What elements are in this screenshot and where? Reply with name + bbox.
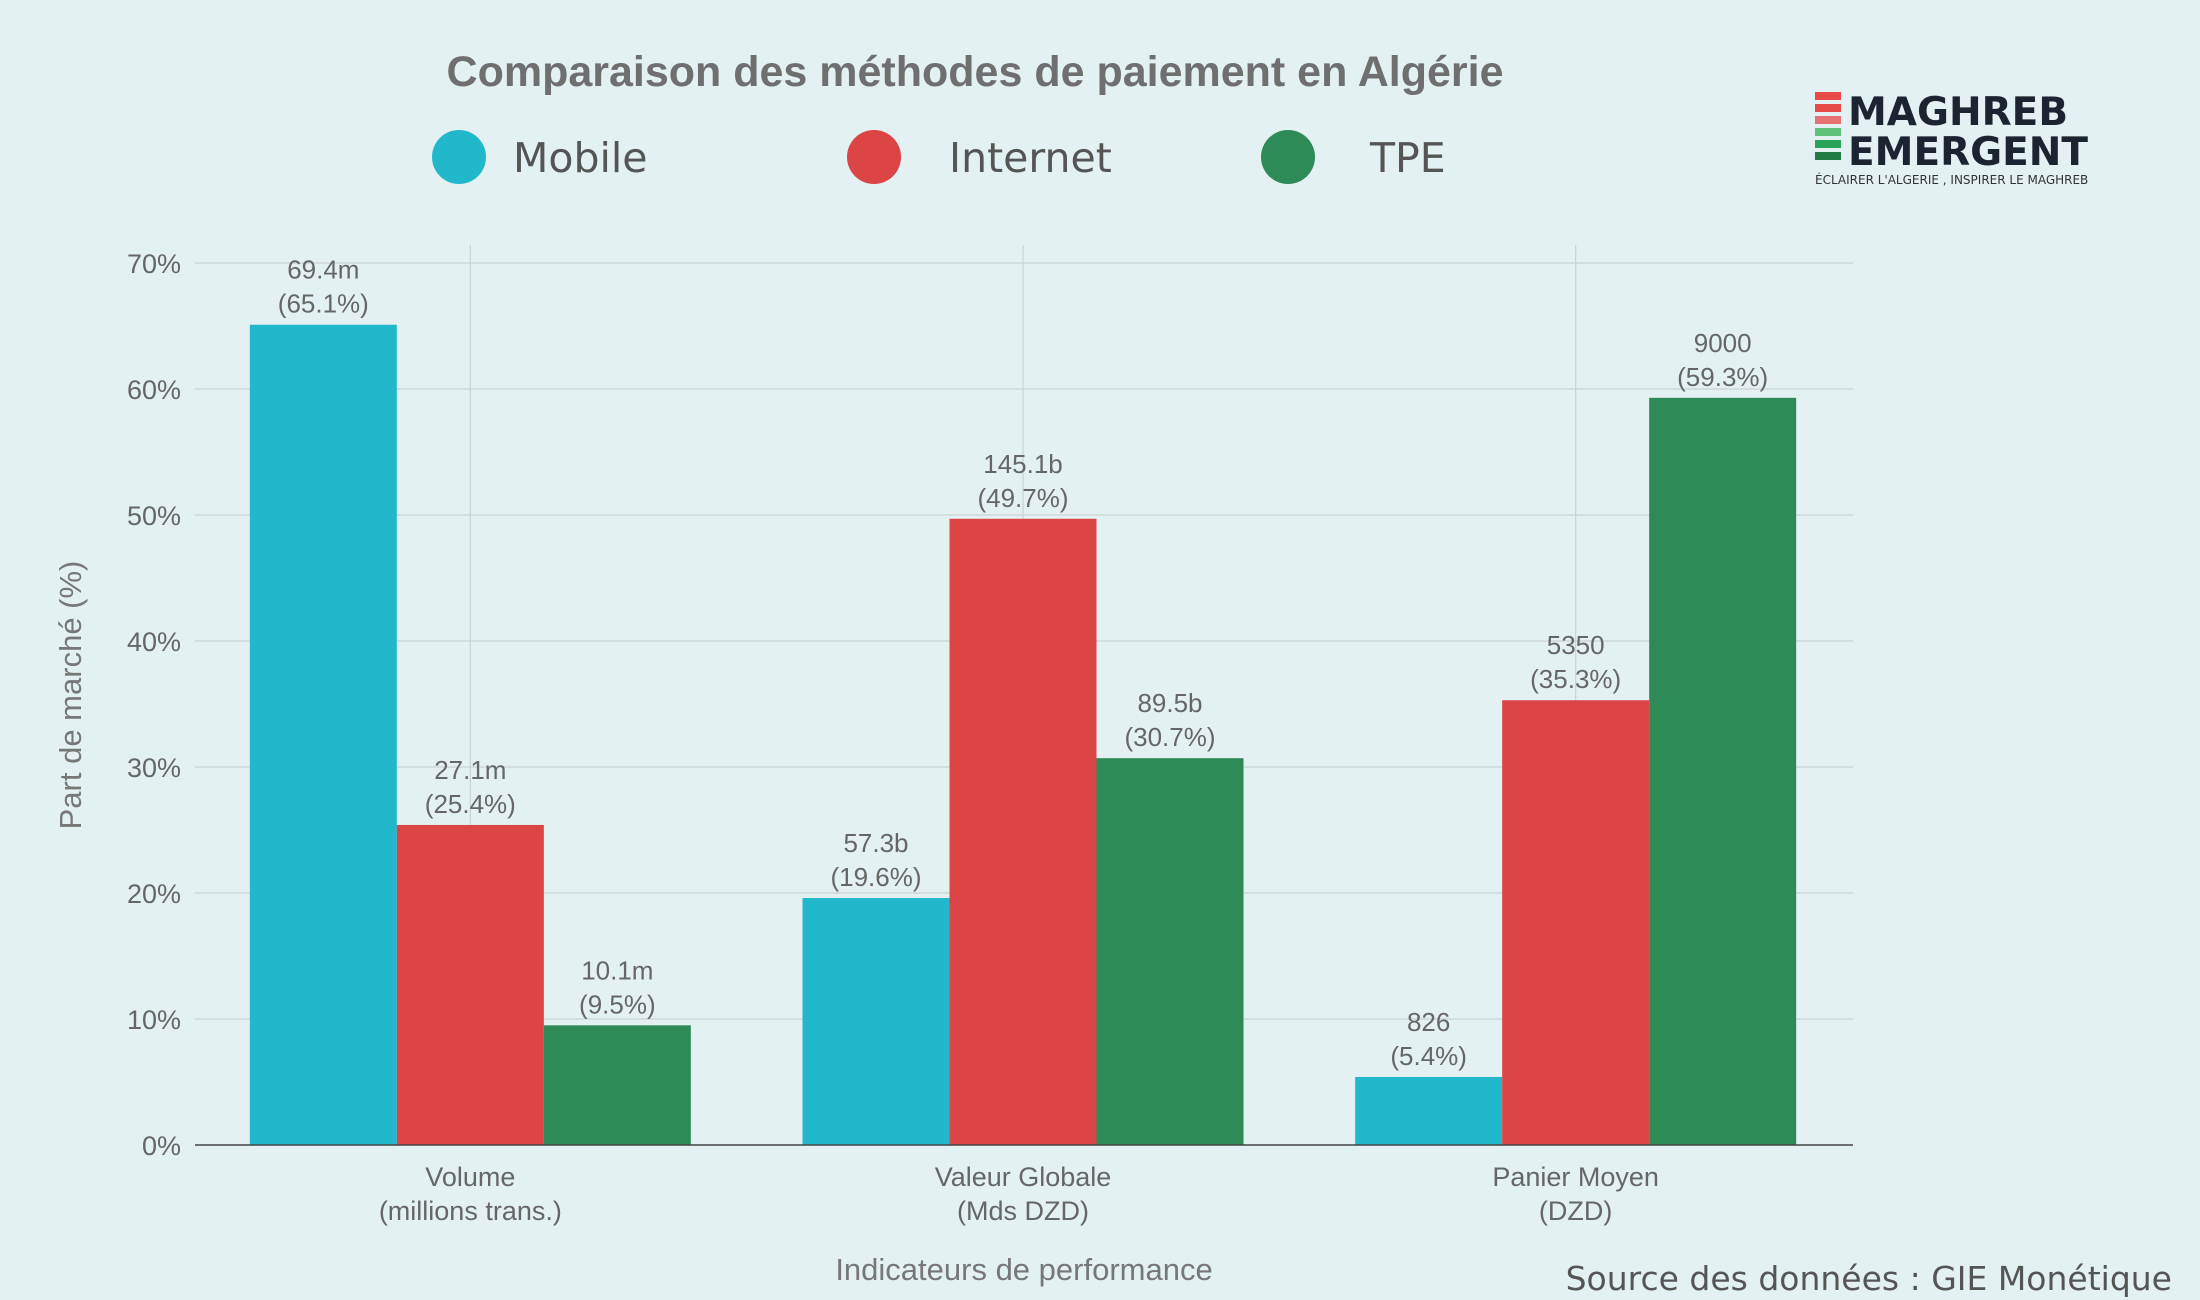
- bar-percent-label: (19.6%): [830, 862, 921, 892]
- bar-value-label: 826: [1407, 1007, 1450, 1037]
- chart-title: Comparaison des méthodes de paiement en …: [447, 48, 1504, 96]
- bar-tpe[interactable]: [1649, 397, 1797, 1145]
- logo-stripes-icon: [1815, 92, 1841, 160]
- bar-labels: 69.4m (65.1%) 57.3b (19.6%) 826 (5.4%) 27.1m (2…: [278, 255, 1768, 1071]
- bar-value-label: 57.3b: [843, 828, 908, 858]
- bar-value-label: 9000: [1694, 328, 1752, 358]
- bar-mobile[interactable]: [249, 324, 397, 1145]
- x-axis-categories: Volume (millions trans.) Valeur Globale (Md…: [379, 1162, 1659, 1226]
- logo-line1: MAGHREB: [1848, 90, 2068, 135]
- logo: MAGHREB EMERGENT ÉCLAIRER L'ALGERIE , IN…: [1815, 90, 2088, 187]
- bar-value-label: 5350: [1547, 630, 1605, 660]
- bar-value-label: 10.1m: [581, 955, 653, 985]
- y-tick-label: 10%: [127, 1005, 181, 1035]
- legend-label-internet[interactable]: Internet: [949, 134, 1112, 182]
- y-tick-label: 0%: [142, 1131, 181, 1161]
- bar-value-label: 69.4m: [287, 255, 359, 285]
- bar-internet[interactable]: [1502, 700, 1650, 1145]
- bar-percent-label: (59.3%): [1677, 362, 1768, 392]
- logo-line2: EMERGENT: [1848, 130, 2088, 175]
- y-tick-label: 60%: [127, 375, 181, 405]
- x-tick-label: (millions trans.): [379, 1196, 562, 1226]
- bar-percent-label: (35.3%): [1530, 664, 1621, 694]
- bar-percent-label: (30.7%): [1124, 722, 1215, 752]
- bar-mobile[interactable]: [802, 898, 950, 1145]
- bars: [249, 324, 1797, 1145]
- bar-percent-label: (5.4%): [1390, 1041, 1467, 1071]
- logo-stripe: [1815, 140, 1841, 148]
- bar-percent-label: (25.4%): [425, 789, 516, 819]
- bar-value-label: 89.5b: [1137, 688, 1202, 718]
- legend-label-tpe[interactable]: TPE: [1369, 134, 1446, 182]
- bar-value-label: 145.1b: [983, 449, 1063, 479]
- legend: Mobile Internet TPE: [432, 130, 1446, 184]
- bar-internet[interactable]: [949, 518, 1097, 1145]
- x-axis-title: Indicateurs de performance: [835, 1252, 1212, 1287]
- y-tick-label: 30%: [127, 753, 181, 783]
- logo-stripe: [1815, 92, 1841, 100]
- logo-stripe: [1815, 128, 1841, 136]
- y-axis-title: Part de marché (%): [53, 561, 88, 830]
- y-tick-label: 70%: [127, 249, 181, 279]
- bar-mobile[interactable]: [1355, 1076, 1503, 1145]
- legend-swatch-tpe: [1261, 130, 1315, 184]
- legend-label-mobile[interactable]: Mobile: [513, 134, 648, 182]
- y-tick-label: 40%: [127, 627, 181, 657]
- x-tick-label: (DZD): [1539, 1196, 1612, 1226]
- logo-tagline: ÉCLAIRER L'ALGERIE , INSPIRER LE MAGHREB: [1815, 172, 2088, 187]
- bar-tpe[interactable]: [543, 1025, 691, 1145]
- bar-percent-label: (49.7%): [977, 483, 1068, 513]
- legend-swatch-internet: [847, 130, 901, 184]
- legend-swatch-mobile: [432, 130, 486, 184]
- logo-stripe: [1815, 104, 1841, 112]
- bar-percent-label: (65.1%): [278, 289, 369, 319]
- bar-tpe[interactable]: [1096, 758, 1244, 1145]
- source-note: Source des données : GIE Monétique: [1566, 1259, 2172, 1298]
- logo-stripe: [1815, 152, 1841, 160]
- bar-internet[interactable]: [396, 824, 544, 1145]
- x-tick-label: Panier Moyen: [1492, 1162, 1659, 1192]
- logo-stripe: [1815, 116, 1841, 124]
- x-tick-label: Valeur Globale: [935, 1162, 1112, 1192]
- y-tick-label: 50%: [127, 501, 181, 531]
- bar-percent-label: (9.5%): [579, 989, 656, 1019]
- y-axis-ticks: 0% 10% 20% 30% 40% 50% 60% 70%: [127, 249, 181, 1161]
- y-tick-label: 20%: [127, 879, 181, 909]
- x-tick-label: Volume: [425, 1162, 515, 1192]
- bar-value-label: 27.1m: [434, 755, 506, 785]
- x-tick-label: (Mds DZD): [957, 1196, 1089, 1226]
